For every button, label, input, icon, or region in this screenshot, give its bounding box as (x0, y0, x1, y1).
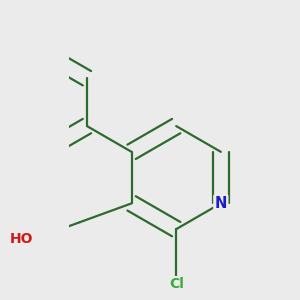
Text: Cl: Cl (169, 277, 184, 291)
Text: HO: HO (10, 232, 33, 246)
Text: N: N (214, 196, 227, 211)
